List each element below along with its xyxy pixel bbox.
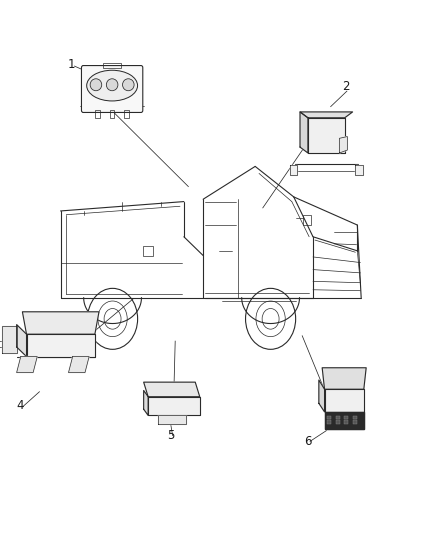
Polygon shape: [144, 382, 200, 397]
Polygon shape: [17, 325, 27, 357]
Bar: [124, 110, 129, 118]
Bar: [143, 246, 153, 255]
Bar: [336, 421, 340, 424]
Polygon shape: [148, 397, 200, 415]
Ellipse shape: [90, 79, 102, 91]
Bar: [303, 215, 311, 225]
Polygon shape: [27, 334, 95, 357]
Polygon shape: [2, 326, 17, 353]
Bar: [336, 416, 340, 419]
Polygon shape: [158, 415, 186, 424]
FancyBboxPatch shape: [81, 66, 143, 112]
Bar: [110, 110, 114, 118]
Polygon shape: [319, 380, 325, 412]
Polygon shape: [300, 112, 353, 118]
Polygon shape: [22, 312, 99, 334]
Bar: [327, 416, 331, 419]
Text: 1: 1: [68, 58, 75, 71]
Ellipse shape: [106, 79, 118, 91]
Polygon shape: [17, 357, 37, 373]
Polygon shape: [322, 368, 366, 389]
Polygon shape: [144, 391, 148, 415]
Bar: [344, 416, 348, 419]
Polygon shape: [308, 118, 345, 153]
Bar: [95, 110, 100, 118]
Bar: [327, 421, 331, 424]
Polygon shape: [290, 165, 297, 175]
Ellipse shape: [87, 70, 138, 101]
Polygon shape: [339, 136, 347, 153]
Bar: [344, 421, 348, 424]
Text: 2: 2: [343, 79, 350, 93]
Bar: [103, 62, 121, 68]
Text: 4: 4: [17, 399, 24, 413]
Bar: [353, 416, 357, 419]
Text: 5: 5: [167, 429, 175, 442]
Polygon shape: [325, 412, 364, 429]
Polygon shape: [325, 389, 364, 412]
Ellipse shape: [123, 79, 134, 91]
Text: 6: 6: [304, 435, 312, 448]
Bar: [353, 421, 357, 424]
Polygon shape: [300, 112, 308, 153]
Polygon shape: [68, 357, 89, 373]
Polygon shape: [355, 165, 363, 175]
